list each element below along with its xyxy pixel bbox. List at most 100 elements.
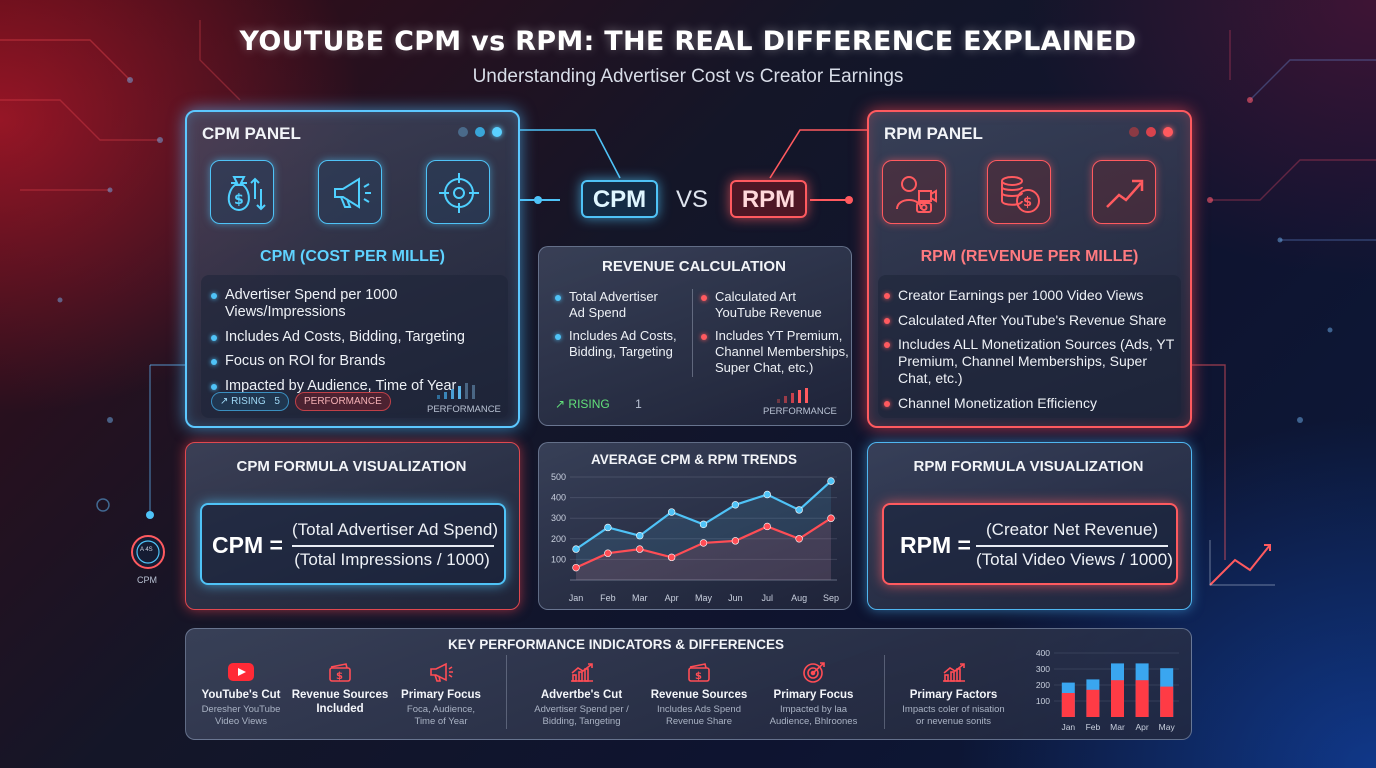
data-point bbox=[827, 514, 835, 522]
data-point bbox=[604, 523, 612, 532]
kpi-divider bbox=[884, 655, 885, 729]
money-stack-icon: $ bbox=[688, 663, 710, 682]
performance-badge: PERFORMANCE bbox=[295, 392, 391, 411]
kpi-item-title: Revenue Sources Included bbox=[290, 688, 390, 716]
y-tick-label: 300 bbox=[551, 513, 566, 523]
data-point bbox=[572, 563, 580, 572]
rpm-formula-numerator: (Creator Net Revenue) bbox=[986, 520, 1158, 539]
list-item: Calculated After YouTube's Revenue Share bbox=[884, 312, 1180, 329]
cpm-panel: CPM PANEL $ CPM (COST PER MILLE) Adverti… bbox=[185, 110, 520, 428]
y-tick-label: 400 bbox=[551, 493, 566, 503]
svg-text:$: $ bbox=[1023, 195, 1032, 210]
performance-footer: PERFORMANCE bbox=[427, 404, 501, 415]
bar-chart: 100 200 300 400 Jan Feb Mar Apr May bbox=[1036, 648, 1179, 732]
revenue-calc-right-list: Calculated Art YouTube Revenue Includes … bbox=[701, 289, 849, 384]
window-dot bbox=[458, 127, 468, 137]
kpi-item-desc: Impacted by laa Audience, Bhlroones bbox=[761, 704, 866, 728]
series-area bbox=[576, 518, 831, 580]
youtube-play-icon bbox=[228, 663, 254, 681]
data-point bbox=[636, 532, 644, 540]
fraction-bar bbox=[976, 545, 1168, 547]
trend-arrow-icon: ↗ bbox=[555, 397, 566, 411]
kpi-item: $ Revenue Sources Included bbox=[290, 661, 390, 716]
cpm-vs-badge: CPM bbox=[581, 180, 658, 218]
x-tick-label: Feb bbox=[1086, 722, 1101, 732]
kpi-divider bbox=[506, 655, 507, 729]
list-item: Includes Ad Costs, Bidding, Targeting bbox=[555, 328, 677, 360]
data-point bbox=[699, 539, 708, 547]
data-point bbox=[795, 535, 803, 543]
x-tick-label: Mar bbox=[1110, 722, 1125, 732]
rpm-panel: RPM PANEL $ RPM (REVENUE PER MILLE) Cre bbox=[867, 110, 1192, 428]
bar bbox=[1061, 693, 1075, 717]
trend-arrow-icon: ↗ bbox=[220, 396, 229, 407]
line-text: Advertiser Spend per / bbox=[534, 704, 629, 715]
x-tick-label: Apr bbox=[1135, 722, 1148, 732]
svg-text:$: $ bbox=[336, 671, 343, 682]
kpi-item: Primary Factors Impacts coler of nisatio… bbox=[896, 661, 1011, 728]
performance-footer: PERFORMANCE bbox=[763, 406, 837, 417]
line-text: Revenue Sources bbox=[291, 689, 389, 701]
cpm-panel-title: CPM PANEL bbox=[202, 124, 301, 143]
line-text: Ad Spend bbox=[569, 305, 627, 320]
revenue-calc-title: REVENUE CALCULATION bbox=[602, 258, 786, 275]
data-point bbox=[699, 520, 708, 529]
list-item-continued: Premium, Channel Memberships, Super Chat… bbox=[898, 353, 1147, 386]
cpm-panel-window-dots bbox=[458, 127, 502, 137]
kpi-item-title: Advertbe's Cut bbox=[540, 689, 623, 701]
chart-up-icon bbox=[942, 663, 965, 682]
line-text: Channel Memberships, bbox=[715, 344, 849, 359]
rising-value: 1 bbox=[635, 397, 642, 411]
y-tick-label: 400 bbox=[1036, 648, 1050, 658]
data-point bbox=[763, 522, 771, 531]
kpi-item-title: Primary Focus bbox=[401, 689, 481, 701]
x-tick-label: Aug bbox=[791, 593, 807, 603]
line-text: Includes Ads Spend bbox=[657, 704, 741, 715]
y-tick-label: 200 bbox=[1036, 680, 1050, 690]
cpm-feature-list: Advertiser Spend per 1000 Views/Impressi… bbox=[211, 287, 508, 402]
kpi-item: Primary Focus Foca, Audience, Time of Yea… bbox=[391, 661, 491, 728]
chart-up-icon bbox=[570, 663, 593, 682]
rpm-formula-panel: RPM FORMULA VISUALIZATION RPM = (Creator… bbox=[867, 442, 1192, 610]
window-dot bbox=[492, 127, 502, 137]
window-dot bbox=[1146, 127, 1156, 137]
target-icon bbox=[802, 662, 825, 683]
megaphone-icon bbox=[318, 160, 382, 224]
rpm-feature-list: Creator Earnings per 1000 Video Views Ca… bbox=[884, 287, 1180, 419]
cpm-formula-lhs: CPM = bbox=[212, 532, 283, 558]
list-item: Includes ALL Monetization Sources (Ads, … bbox=[884, 336, 1180, 353]
cpm-formula-title: CPM FORMULA VISUALIZATION bbox=[236, 458, 467, 475]
page-subtitle: Understanding Advertiser Cost vs Creator… bbox=[472, 66, 904, 87]
list-item: Focus on ROI for Brands bbox=[211, 353, 508, 370]
rising-label: RISING bbox=[231, 396, 266, 407]
trend-up-icon bbox=[1092, 160, 1156, 224]
kpi-item-title: YouTube's Cut bbox=[201, 689, 281, 701]
line-text: Calculated Art bbox=[715, 289, 796, 304]
rpm-formula-title: RPM FORMULA VISUALIZATION bbox=[913, 458, 1144, 475]
svg-text:$: $ bbox=[695, 671, 702, 682]
kpi-item: Primary Focus Impacted by laa Audience, B… bbox=[761, 661, 866, 728]
line-text: Impacted by laa bbox=[779, 704, 848, 715]
list-item: Impacted by Audience, Time of Year bbox=[211, 378, 508, 395]
data-point bbox=[731, 537, 740, 545]
window-dot bbox=[475, 127, 485, 137]
list-item: Total Advertiser Ad Spend bbox=[555, 289, 677, 321]
gauge-inner-label: A 4S bbox=[140, 547, 153, 553]
vs-label: VS bbox=[676, 186, 709, 213]
line-text: Time of Year bbox=[414, 716, 468, 727]
line-text: Bidding, Tangeting bbox=[542, 716, 621, 727]
y-tick-label: 500 bbox=[551, 472, 566, 482]
y-tick-label: 200 bbox=[551, 534, 566, 544]
data-point bbox=[667, 553, 676, 562]
list-item: Advertiser Spend per 1000 Views/Impressi… bbox=[211, 287, 508, 321]
line-chart: 100 200 300 400 500 Jan Feb Mar Apr May Jun Jul Aug S… bbox=[551, 472, 839, 603]
bar bbox=[1111, 680, 1124, 717]
kpi-item-desc: Includes Ads Spend Revenue Share bbox=[649, 704, 749, 728]
revenue-calc-divider bbox=[692, 289, 693, 377]
rpm-panel-title: RPM PANEL bbox=[884, 124, 983, 143]
rpm-formula-denominator: (Total Video Views / 1000) bbox=[976, 550, 1173, 569]
cpm-formula-denominator: (Total Impressions / 1000) bbox=[294, 550, 490, 569]
x-tick-label: Apr bbox=[665, 593, 679, 603]
line-text: Bidding, Targeting bbox=[569, 344, 673, 359]
line-text: Includes YT Premium, bbox=[715, 328, 843, 343]
